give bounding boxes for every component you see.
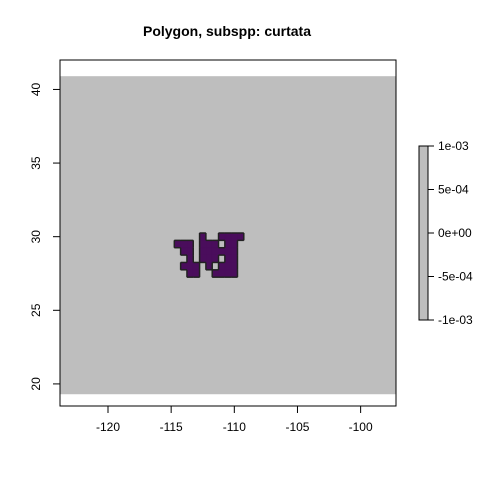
polygon-cell-32 (224, 262, 232, 271)
polygon-cell-15 (199, 247, 207, 256)
polygon-cell-7 (230, 240, 238, 249)
polygon-cell-13 (180, 247, 188, 256)
polygon-cell-21 (186, 254, 194, 263)
polygon-cell-5 (211, 240, 219, 249)
polygon-cell-26 (230, 254, 238, 263)
polygon-cell-24 (211, 254, 219, 263)
polygon-cell-28 (186, 262, 194, 271)
y-tick-label: 20 (29, 377, 43, 391)
polygon-cell-12 (237, 232, 245, 241)
polygon-cell-1 (180, 240, 188, 249)
polygon-cell-22 (199, 254, 207, 263)
legend-label: -1e-03 (438, 313, 473, 327)
polygon-cell-2 (186, 240, 194, 249)
x-tick-label: -100 (349, 420, 373, 434)
legend-label: 0e+00 (438, 226, 472, 240)
polygon-cell-11 (230, 232, 238, 241)
polygon-cell-16 (205, 247, 213, 256)
polygon-cell-8 (199, 232, 207, 241)
polygon-cell-3 (199, 240, 207, 249)
polygon-cell-29 (192, 262, 200, 271)
polygon-cell-30 (205, 262, 213, 271)
polygon-cell-37 (218, 269, 226, 278)
polygon-cell-6 (224, 240, 232, 249)
legend-label: -5e-04 (438, 270, 473, 284)
plot-frame (59, 59, 397, 407)
polygon-cell-25 (224, 254, 232, 263)
polygon-cell-36 (211, 269, 219, 278)
color-legend: 1e-03 5e-04 0e+00 -5e-04 -1e-03 (418, 139, 473, 327)
polygon-cell-17 (211, 247, 219, 256)
polygon-cell-19 (224, 247, 232, 256)
x-tick-label: -110 (223, 420, 246, 434)
y-tick-label: 30 (29, 230, 43, 244)
polygon-cell-4 (205, 240, 213, 249)
polygon-cell-27 (180, 262, 188, 271)
polygon-cell-23 (205, 254, 213, 263)
polygon-cell-20 (230, 247, 238, 256)
x-tick-label: -120 (96, 420, 120, 434)
polygon-cell-18 (218, 247, 226, 256)
polygon-outline (173, 232, 245, 278)
x-tick-label: -105 (285, 420, 309, 434)
legend-label: 1e-03 (438, 139, 469, 153)
y-tick-label: 25 (29, 303, 43, 317)
chart-title: Polygon, subspp: curtata (143, 23, 311, 39)
polygon-cell-9 (218, 232, 226, 241)
y-tick-label: 40 (29, 82, 43, 96)
y-tick-label: 35 (29, 156, 43, 170)
polygon-cell-0 (174, 240, 181, 249)
polygon-cell-34 (186, 269, 194, 278)
polygon-cell-38 (224, 269, 232, 278)
polygon-cell-14 (186, 247, 194, 256)
x-tick-label: -115 (160, 420, 183, 434)
plot-area (60, 76, 396, 395)
polygon-cell-10 (224, 232, 232, 241)
polygon-cell-39 (230, 269, 238, 278)
polygon-cell-31 (218, 262, 226, 271)
axes: -120 -115 -110 -105 -100 20 25 30 35 40 (29, 59, 397, 434)
legend-label: 5e-04 (438, 183, 469, 197)
polygon-cell-35 (192, 269, 200, 278)
legend-color-bar (418, 145, 429, 321)
polygon-cell-33 (230, 262, 238, 271)
